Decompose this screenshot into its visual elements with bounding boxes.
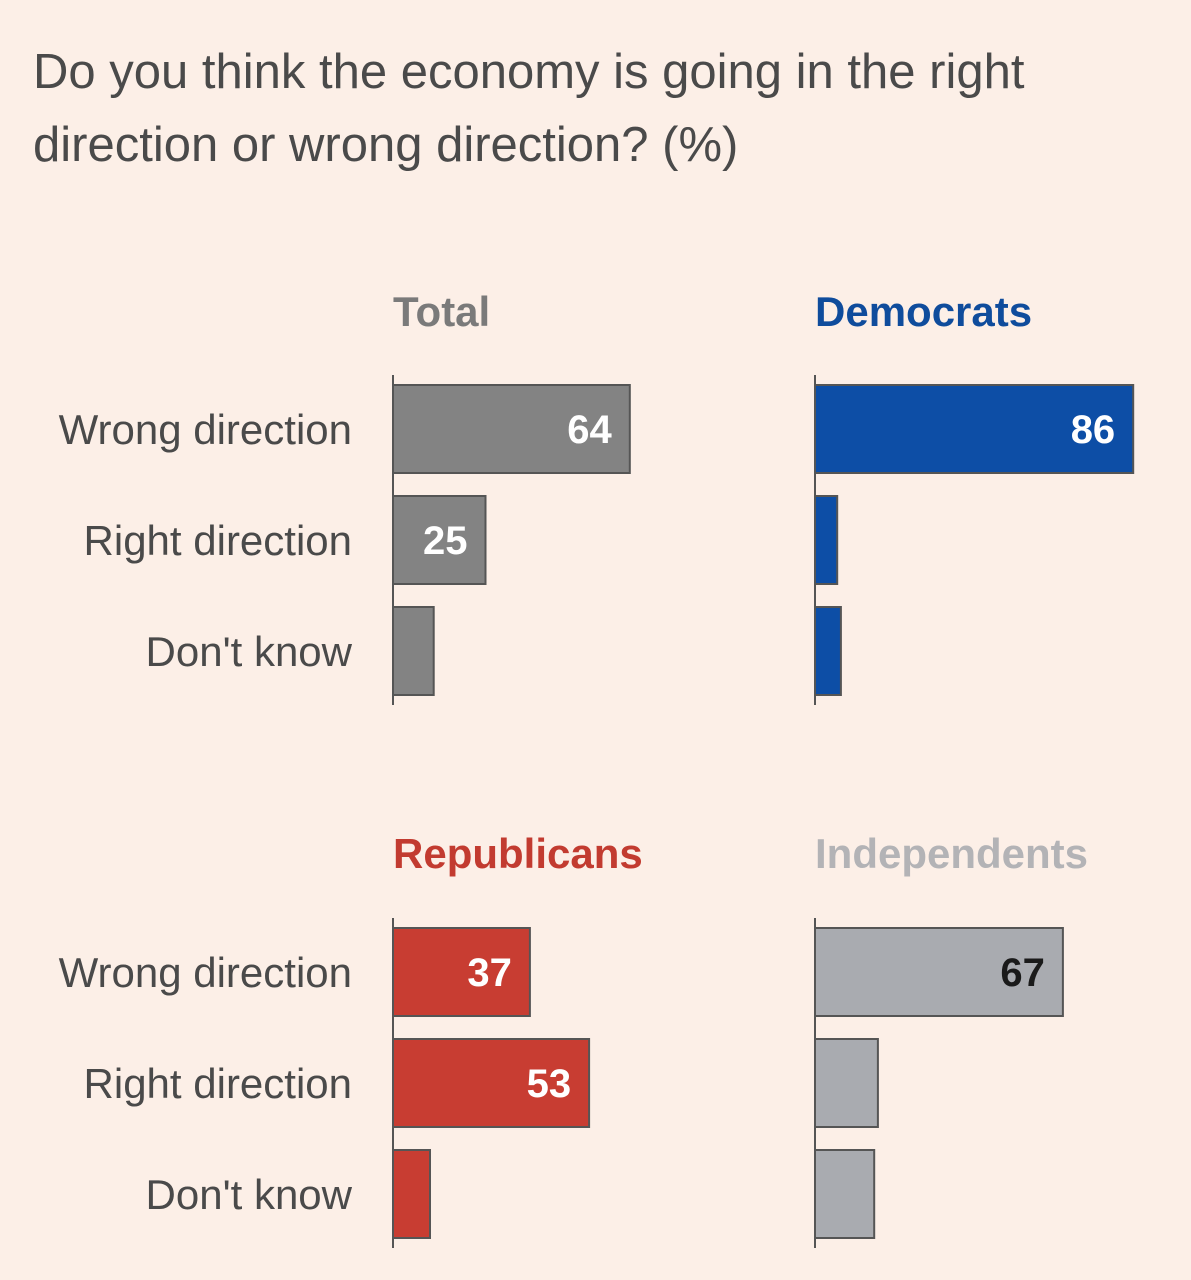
value-label-republicans-wrong-direction: 37 — [467, 951, 512, 995]
bar-republicans-don-t-know — [392, 1149, 431, 1239]
value-label-total-wrong-direction: 64 — [567, 408, 612, 452]
bar-republicans-wrong-direction — [392, 927, 531, 1017]
category-label-don-t-know: Don't know — [146, 1171, 353, 1218]
panel-title-total: Total — [393, 288, 490, 335]
bar-democrats-right-direction — [814, 495, 839, 585]
panel-title-democrats: Democrats — [815, 288, 1032, 335]
bar-independents-wrong-direction — [814, 927, 1064, 1017]
bar-democrats-wrong-direction — [814, 384, 1135, 474]
value-label-total-right-direction: 25 — [423, 519, 468, 563]
category-label-right-direction: Right direction — [84, 517, 352, 564]
chart-title: Do you think the economy is going in the… — [33, 45, 1025, 172]
value-label-republicans-right-direction: 53 — [527, 1062, 572, 1106]
bar-republicans-right-direction — [392, 1038, 591, 1128]
bar-total-don-t-know — [392, 606, 435, 696]
value-label-democrats-wrong-direction: 86 — [1071, 408, 1116, 452]
bar-total-wrong-direction — [392, 384, 631, 474]
bar-independents-right-direction — [814, 1038, 879, 1128]
category-label-wrong-direction: Wrong direction — [59, 406, 352, 453]
bar-independents-don-t-know — [814, 1149, 876, 1239]
category-label-wrong-direction: Wrong direction — [59, 949, 352, 996]
category-label-don-t-know: Don't know — [146, 628, 353, 675]
panel-title-independents: Independents — [815, 830, 1088, 877]
panel-title-republicans: Republicans — [393, 830, 643, 877]
category-label-right-direction: Right direction — [84, 1060, 352, 1107]
bar-democrats-don-t-know — [814, 606, 842, 696]
value-label-independents-wrong-direction: 67 — [1000, 951, 1045, 995]
